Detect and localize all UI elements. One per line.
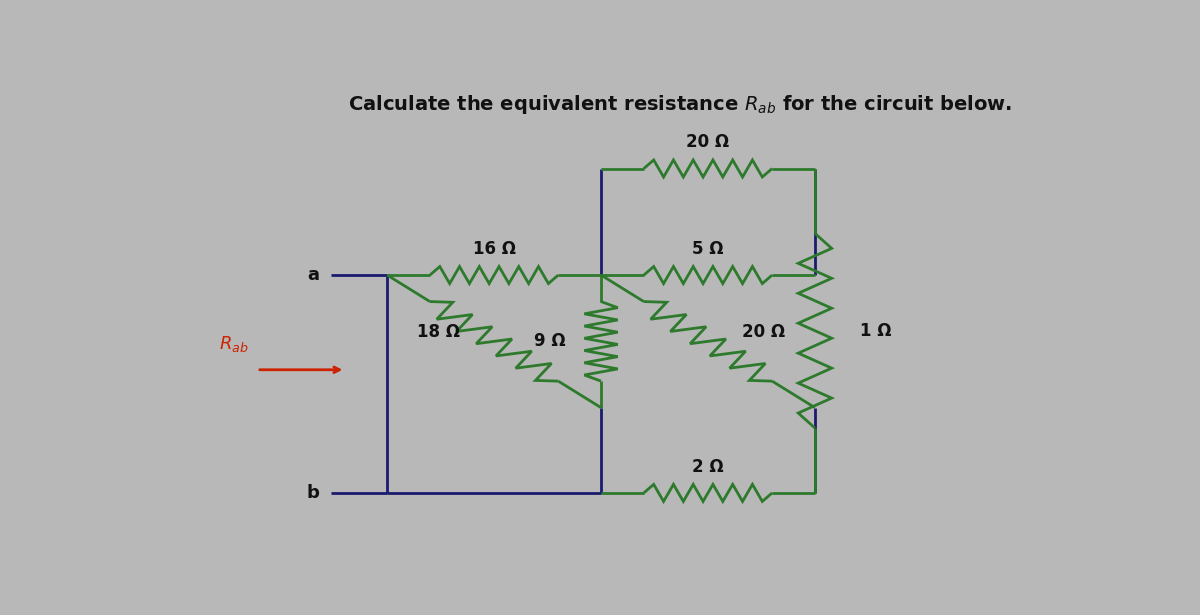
- Text: 1 Ω: 1 Ω: [859, 322, 892, 339]
- Text: 16 Ω: 16 Ω: [473, 240, 516, 258]
- Text: 9 Ω: 9 Ω: [534, 332, 565, 351]
- Text: 20 Ω: 20 Ω: [686, 133, 730, 151]
- Text: Calculate the equivalent resistance $R_{ab}$ for the circuit below.: Calculate the equivalent resistance $R_{…: [348, 93, 1013, 116]
- Text: b: b: [306, 484, 319, 502]
- Text: 5 Ω: 5 Ω: [692, 240, 724, 258]
- Text: 18 Ω: 18 Ω: [416, 323, 460, 341]
- Text: 20 Ω: 20 Ω: [743, 323, 785, 341]
- Text: a: a: [307, 266, 319, 284]
- Text: $R_{ab}$: $R_{ab}$: [218, 334, 248, 354]
- Text: 2 Ω: 2 Ω: [692, 458, 724, 476]
